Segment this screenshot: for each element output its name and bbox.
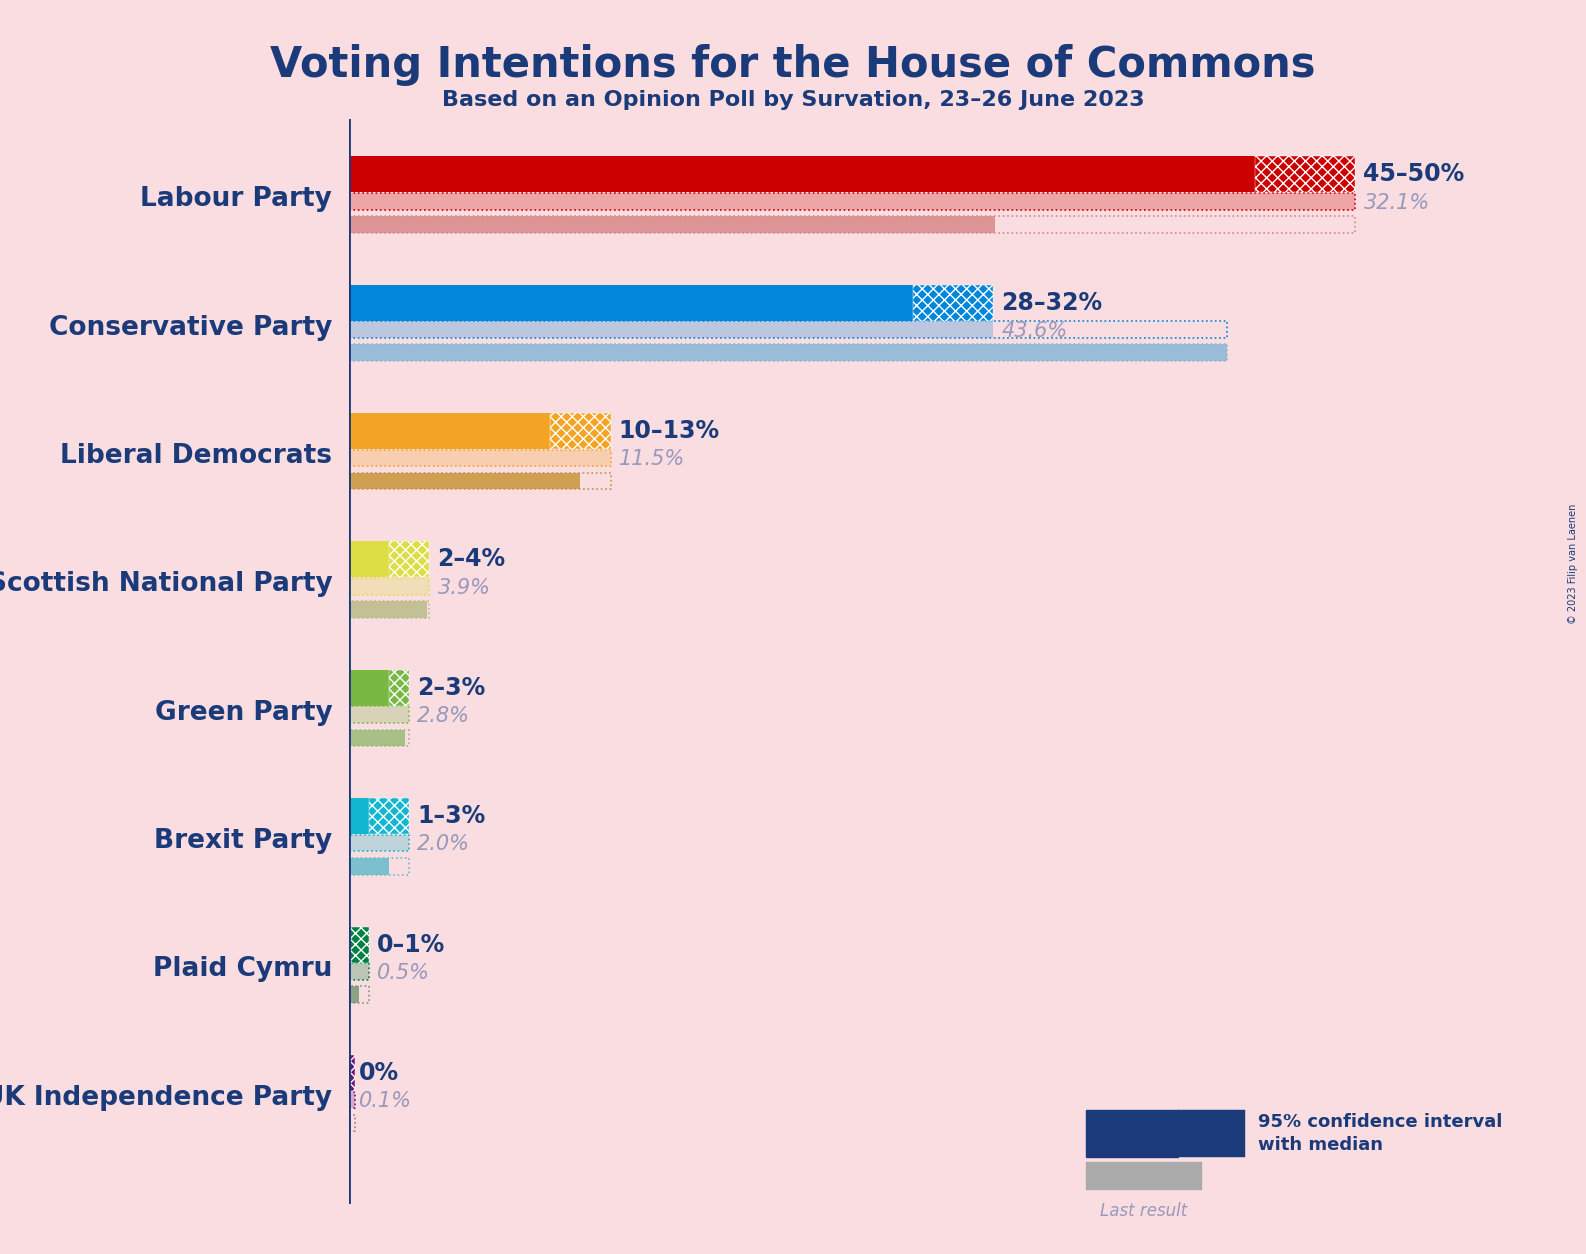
Bar [349,670,389,706]
Bar [912,285,993,321]
Text: 32.1%: 32.1% [1364,193,1429,213]
Bar [1255,157,1356,192]
Bar [349,216,1356,233]
Bar [349,1115,355,1131]
Bar [349,706,409,724]
Text: 2–4%: 2–4% [438,548,506,572]
Bar [349,321,993,339]
Bar [349,927,370,963]
Bar [349,216,994,233]
Bar [349,193,1356,209]
Text: 0%: 0% [358,1061,400,1085]
Bar [349,858,409,874]
Text: Last result: Last result [1099,1203,1188,1220]
Bar [349,706,409,724]
Text: 1–3%: 1–3% [417,804,485,828]
Bar [349,835,409,851]
Bar [349,345,1226,361]
Text: 10–13%: 10–13% [619,419,720,443]
Bar [349,963,370,979]
Bar [370,799,409,834]
Bar [349,601,428,618]
Bar [349,963,370,979]
Text: 0.1%: 0.1% [358,1091,412,1111]
Bar [349,835,409,851]
Text: 0.5%: 0.5% [377,963,430,983]
Text: 2–3%: 2–3% [417,676,485,700]
Bar [349,578,430,594]
Bar [349,193,1356,209]
Bar [389,542,430,577]
Text: 0–1%: 0–1% [377,933,446,957]
Bar [349,450,611,466]
Bar [349,285,912,321]
Bar [349,730,406,746]
Bar [349,413,550,449]
Bar [349,799,370,834]
Text: Voting Intentions for the House of Commons: Voting Intentions for the House of Commo… [270,44,1316,85]
Text: 2.0%: 2.0% [417,834,471,854]
Text: 43.6%: 43.6% [1001,321,1067,341]
Bar [349,321,1226,339]
Text: 2.8%: 2.8% [417,706,471,726]
Bar [349,730,409,746]
Bar [349,450,611,466]
Bar [349,1115,351,1131]
Bar [349,157,1255,192]
Bar [349,858,389,874]
Bar [349,542,389,577]
Bar [349,601,430,618]
Bar [389,670,409,706]
Bar [349,986,358,1003]
Bar [349,473,580,489]
Bar [349,1091,355,1109]
Bar [349,1055,355,1091]
Text: © 2023 Filip van Laenen: © 2023 Filip van Laenen [1569,504,1578,624]
Text: 45–50%: 45–50% [1364,162,1465,187]
Text: 28–32%: 28–32% [1001,291,1102,315]
Bar [349,578,430,594]
Text: 3.9%: 3.9% [438,578,490,598]
Text: 95% confidence interval
with median: 95% confidence interval with median [1258,1112,1502,1155]
Bar [550,413,611,449]
Bar [349,345,1226,361]
Bar [349,473,611,489]
Bar [349,986,370,1003]
Bar [349,1091,355,1109]
Text: 11.5%: 11.5% [619,449,685,469]
Text: Based on an Opinion Poll by Survation, 23–26 June 2023: Based on an Opinion Poll by Survation, 2… [441,90,1145,110]
